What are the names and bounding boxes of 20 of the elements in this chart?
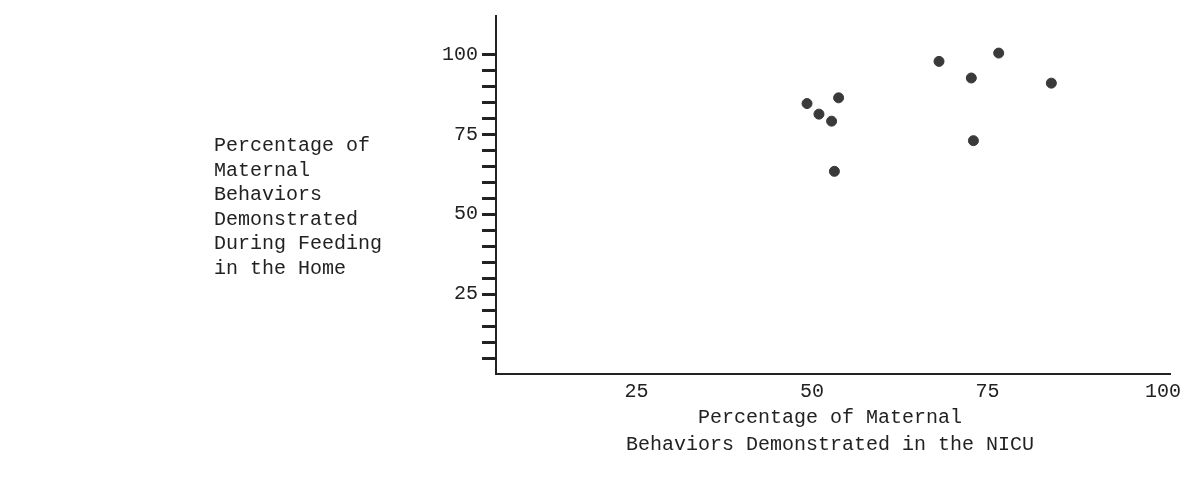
x-axis-title: Percentage of Maternal Behaviors Demonstrated in the NICU [625,406,1035,457]
point [826,115,838,127]
point [933,55,945,67]
y-tick-label: 50 [453,202,478,226]
point [965,72,977,84]
x-tick-label: 25 [624,380,649,404]
x-tick-label: 50 [799,380,824,404]
point [828,165,840,177]
x-tick-label: 100 [1144,380,1181,404]
y-tick-label: 100 [441,42,478,66]
point [813,108,825,120]
x-tick-label: 75 [975,380,1000,404]
point [1045,77,1057,89]
y-tick-label: 25 [453,282,478,306]
point [833,92,845,104]
point [801,98,813,110]
point [967,135,979,147]
point [993,47,1005,59]
y-axis-title: Percentage of Maternal Behaviors Demonstrated During Feeding in the Home [214,134,383,280]
y-tick-label: 75 [453,122,478,146]
